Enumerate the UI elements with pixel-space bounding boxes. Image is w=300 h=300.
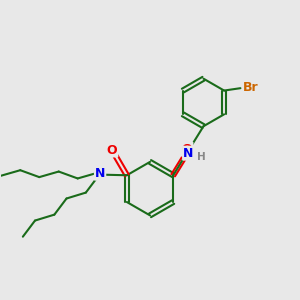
Text: H: H <box>197 152 206 162</box>
Text: Br: Br <box>243 81 259 94</box>
Text: N: N <box>183 147 194 160</box>
Text: O: O <box>107 143 117 157</box>
Text: O: O <box>182 142 192 156</box>
Text: N: N <box>95 167 105 180</box>
